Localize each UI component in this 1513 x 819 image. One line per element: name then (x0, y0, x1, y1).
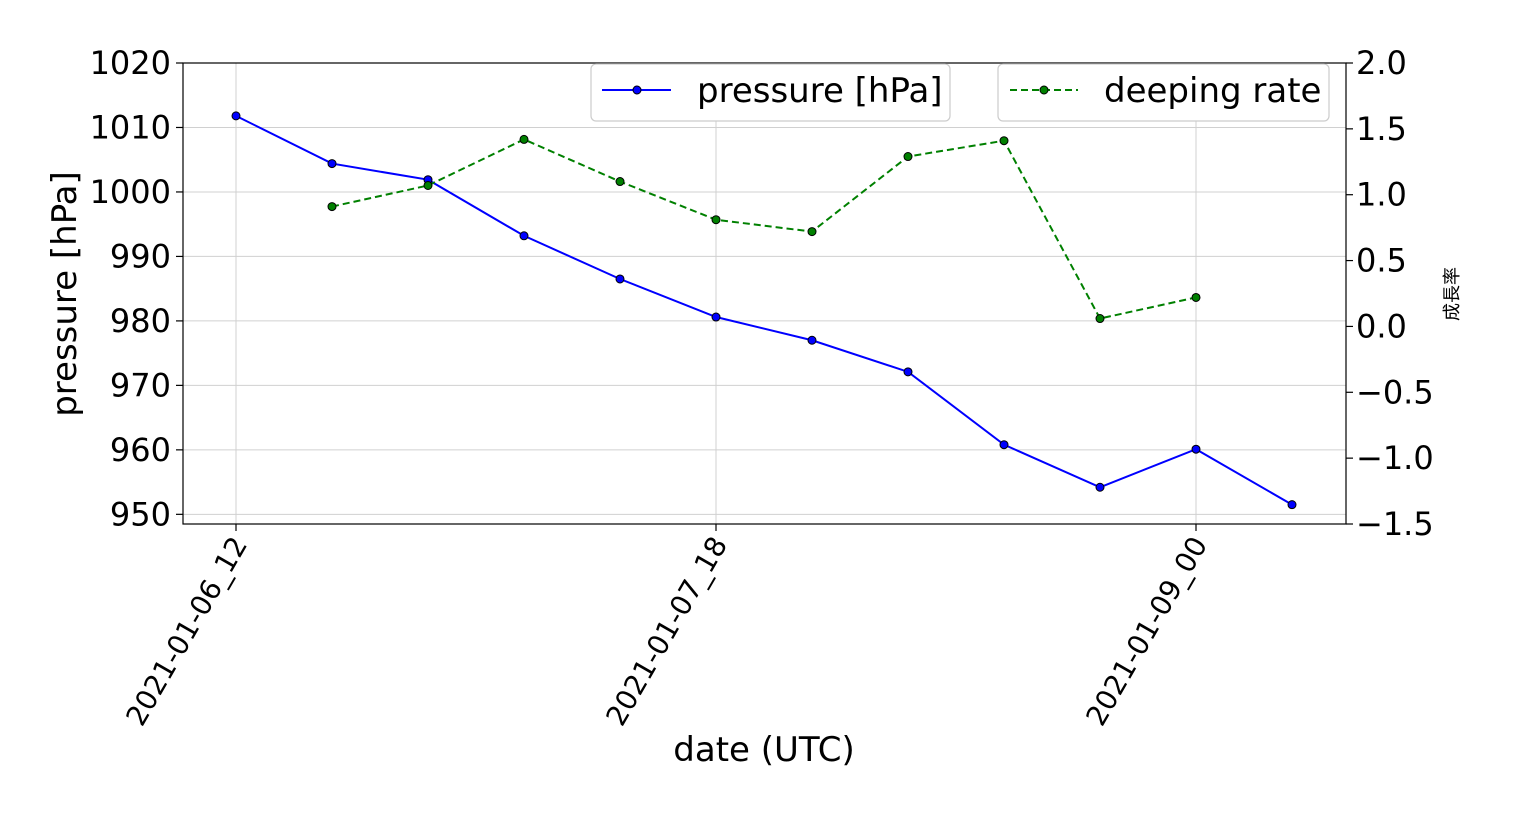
y-tick-label-left: 1010 (90, 108, 171, 146)
data-point-pressure (999, 440, 1009, 450)
data-point-deeping-rate (327, 202, 337, 212)
y-tick-label-right: 0.5 (1356, 242, 1407, 280)
y-tick-label-right: −1.0 (1356, 439, 1434, 477)
data-point-pressure (807, 335, 817, 345)
x-tick-label: 2021-01-07_18 (599, 531, 734, 731)
y-axis-label-right: 成長率 (1442, 267, 1463, 321)
y-tick-label-right: 1.0 (1356, 176, 1407, 214)
data-point-deeping-rate (711, 215, 721, 225)
y-tick-label-right: 1.5 (1356, 110, 1407, 148)
x-tick-label: 2021-01-06_12 (119, 531, 254, 731)
y-tick-label-left: 1000 (90, 173, 171, 211)
y-tick-label-right: 0.0 (1356, 307, 1407, 345)
y-tick-label-left: 1020 (90, 44, 171, 82)
plot-frame (182, 62, 1347, 525)
data-point-pressure (615, 274, 625, 284)
right-axis: −1.5 −1.0 −0.5 0.0 0.5 1.0 1.5 2.0 (1346, 44, 1434, 543)
data-point-pressure (1191, 444, 1201, 454)
y-tick-label-left: 950 (110, 495, 171, 533)
series-layer (231, 111, 1297, 510)
legend-deeping-rate: deeping rate (997, 63, 1330, 122)
data-point-pressure (1287, 500, 1297, 510)
left-axis: 950 960 970 980 990 1000 1010 1020 (90, 44, 183, 533)
data-point-pressure (231, 111, 241, 121)
data-point-pressure (711, 312, 721, 322)
data-point-deeping-rate (519, 134, 529, 144)
legend-label-pressure: pressure [hPa] (697, 71, 943, 111)
x-axis: 2021-01-06_12 2021-01-07_18 2021-01-09_00 (119, 524, 1214, 731)
y-axis-label-left: pressure [hPa] (45, 171, 85, 417)
series-line-deeping-rate (331, 138, 1197, 320)
y-tick-label-left: 980 (110, 302, 171, 340)
data-point-deeping-rate (615, 177, 625, 187)
legend-pressure: pressure [hPa] (590, 63, 951, 122)
legend-label-deeping-rate: deeping rate (1104, 71, 1321, 111)
grid (183, 62, 1346, 524)
y-tick-label-left: 970 (110, 366, 171, 404)
x-tick-label: 2021-01-09_00 (1079, 531, 1214, 731)
x-axis-label: date (UTC) (673, 730, 854, 770)
y-tick-label-right: −0.5 (1356, 373, 1434, 411)
y-tick-label-right: 2.0 (1356, 44, 1407, 82)
data-point-pressure (903, 367, 913, 377)
y-tick-label-left: 960 (110, 431, 171, 469)
data-point-deeping-rate (1095, 314, 1105, 324)
series-line-pressure (235, 114, 1293, 506)
data-point-deeping-rate (1191, 292, 1201, 302)
data-point-deeping-rate (903, 152, 913, 162)
data-point-deeping-rate (423, 180, 433, 190)
data-point-deeping-rate (999, 136, 1009, 146)
data-point-pressure (519, 231, 529, 241)
data-point-pressure (327, 159, 337, 169)
y-tick-label-right: −1.5 (1356, 505, 1434, 543)
y-tick-label-left: 990 (110, 237, 171, 275)
data-point-deeping-rate (807, 227, 817, 237)
data-point-pressure (1095, 482, 1105, 492)
